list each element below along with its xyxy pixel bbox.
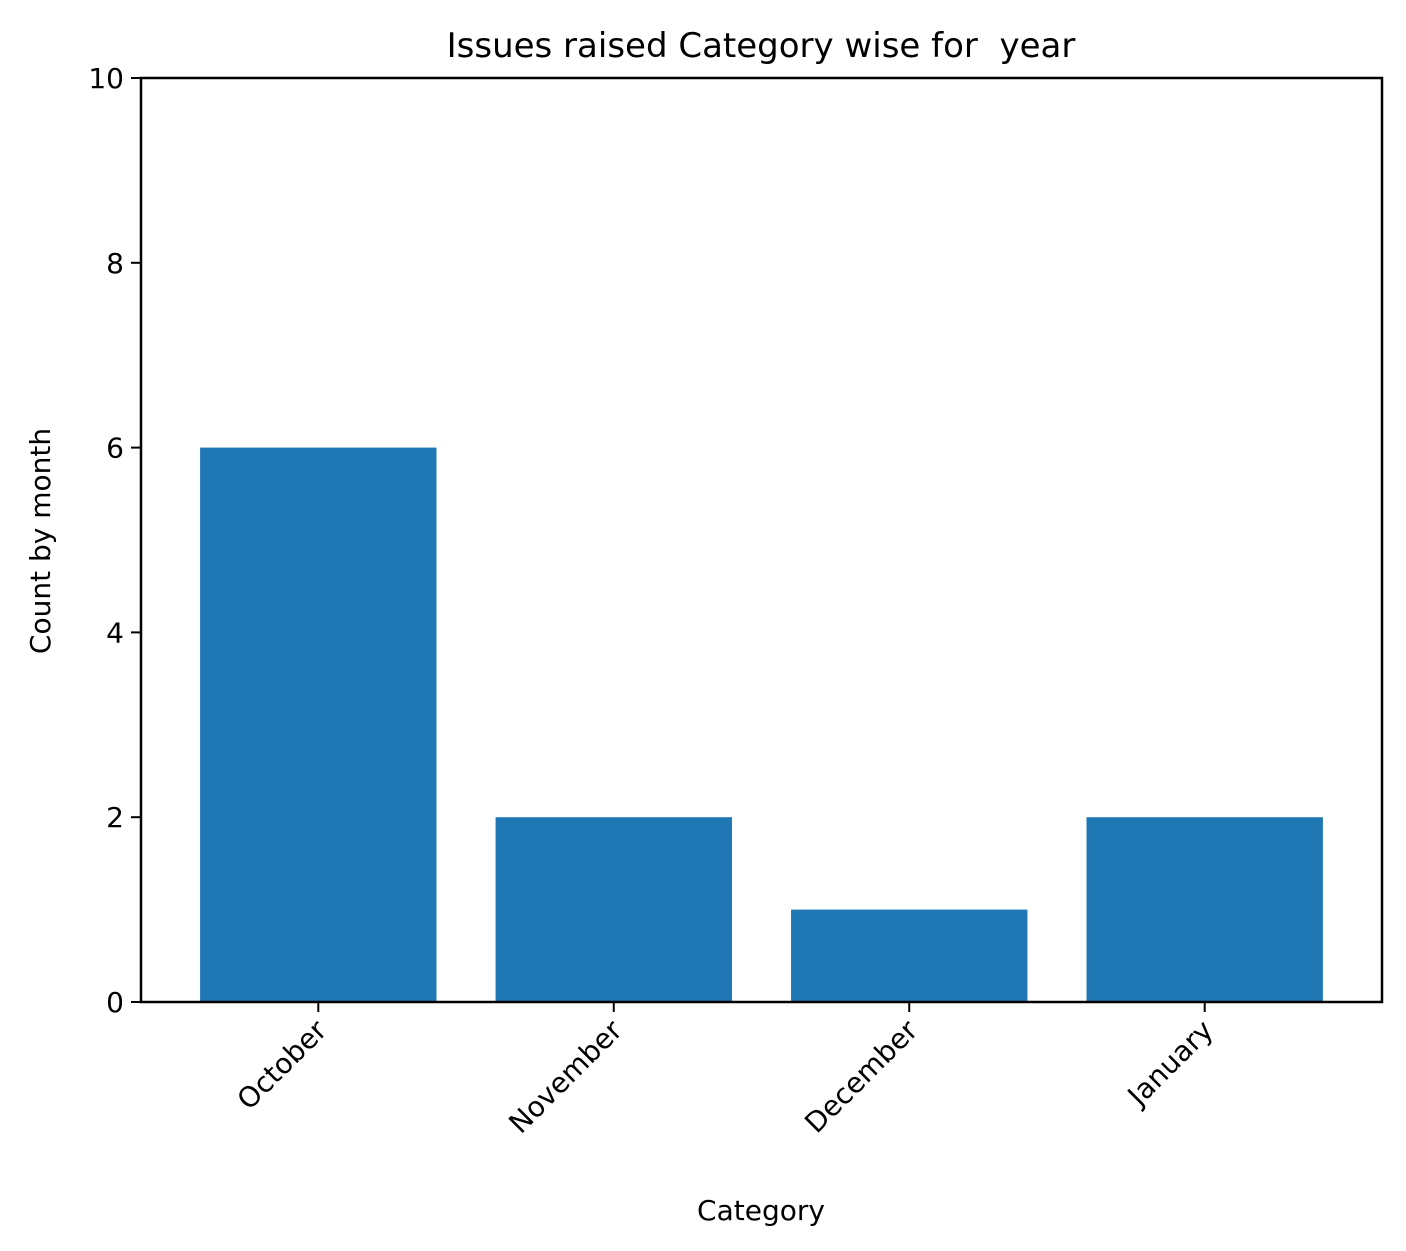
bars-group bbox=[200, 447, 1323, 1003]
y-tick-label: 2 bbox=[106, 801, 124, 834]
y-axis-ticks: 0 2 4 6 8 10 bbox=[88, 62, 141, 1019]
y-tick-label: 6 bbox=[106, 432, 124, 465]
bar-november bbox=[495, 817, 732, 1002]
bar-december bbox=[791, 909, 1028, 1002]
x-axis-label: Category bbox=[697, 1194, 825, 1227]
y-tick-label: 4 bbox=[106, 616, 124, 649]
y-tick-label: 10 bbox=[88, 62, 124, 95]
chart-title: Issues raised Category wise for year bbox=[447, 26, 1076, 66]
bar-january bbox=[1086, 817, 1323, 1002]
y-tick-label: 8 bbox=[106, 247, 124, 280]
plot-frame bbox=[139, 76, 1384, 1004]
y-axis-label: Count by month bbox=[24, 428, 57, 654]
y-tick-label: 0 bbox=[106, 986, 124, 1019]
bar-october bbox=[200, 447, 437, 1003]
